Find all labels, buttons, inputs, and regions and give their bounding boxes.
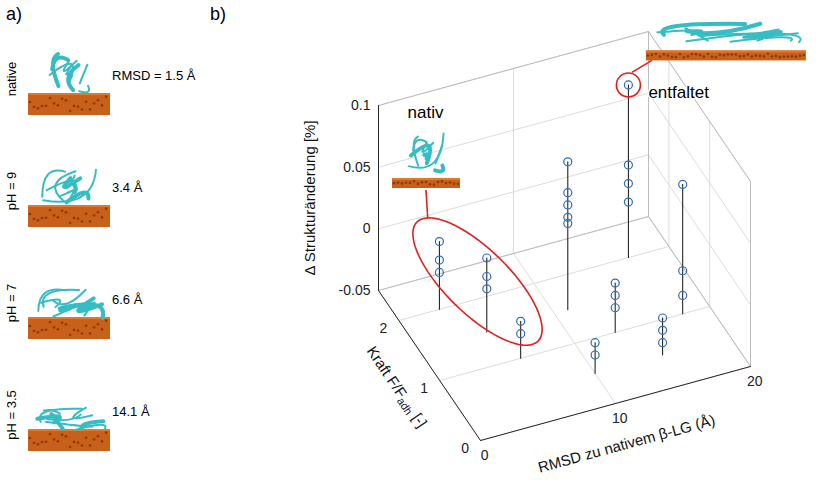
- svg-text:-0.05: -0.05: [339, 282, 371, 298]
- svg-text:1: 1: [420, 380, 428, 396]
- svg-text:a): a): [6, 4, 22, 24]
- svg-text:pH = 7: pH = 7: [4, 284, 19, 323]
- svg-text:RMSD = 1.5 Å: RMSD = 1.5 Å: [112, 68, 196, 83]
- svg-text:14.1 Å: 14.1 Å: [112, 404, 150, 419]
- svg-text:Δ Strukturänderung [%]: Δ Strukturänderung [%]: [301, 120, 318, 275]
- svg-text:Kraft F/Fadh [-]: Kraft F/Fadh [-]: [362, 343, 431, 432]
- svg-text:0: 0: [461, 440, 469, 456]
- svg-text:6.6 Å: 6.6 Å: [112, 292, 143, 307]
- svg-text:3.4 Å: 3.4 Å: [112, 180, 143, 195]
- svg-text:pH = 9: pH = 9: [4, 172, 19, 211]
- svg-text:entfaltet: entfaltet: [648, 83, 709, 102]
- svg-text:0: 0: [363, 220, 371, 236]
- svg-text:0: 0: [481, 447, 489, 463]
- svg-text:native: native: [4, 62, 19, 97]
- svg-text:b): b): [210, 4, 226, 24]
- svg-text:10: 10: [612, 410, 628, 426]
- svg-text:20: 20: [747, 373, 763, 389]
- svg-text:pH = 3.5: pH = 3.5: [4, 390, 19, 440]
- svg-text:2: 2: [380, 320, 388, 336]
- svg-text:RMSD zu nativem β-LG (Å): RMSD zu nativem β-LG (Å): [536, 411, 717, 476]
- svg-text:0.1: 0.1: [351, 97, 371, 113]
- svg-text:nativ: nativ: [408, 103, 444, 122]
- svg-text:0.05: 0.05: [343, 159, 370, 175]
